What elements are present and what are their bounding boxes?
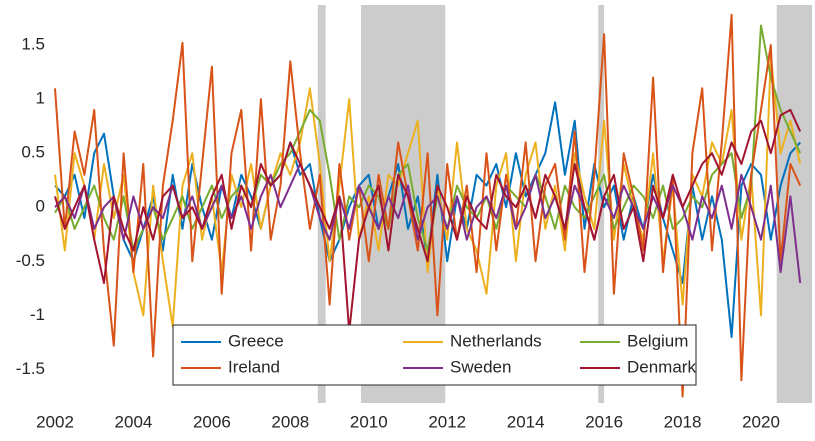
x-tick-label: 2018	[664, 412, 702, 431]
y-tick-label: 1.5	[21, 35, 45, 54]
legend-label: Netherlands	[450, 331, 542, 350]
x-tick-label: 2010	[350, 412, 388, 431]
y-tick-label: -1	[30, 305, 45, 324]
y-tick-label: -1.5	[16, 359, 45, 378]
y-tick-label: 0.5	[21, 143, 45, 162]
x-tick-label: 2020	[742, 412, 780, 431]
y-tick-label: 1	[36, 89, 45, 108]
legend-label: Greece	[228, 331, 284, 350]
x-tick-label: 2004	[115, 412, 153, 431]
shaded-region	[776, 5, 812, 403]
x-tick-label: 2014	[507, 412, 545, 431]
shaded-region	[598, 5, 605, 403]
series-line	[54, 24, 802, 252]
x-tick-label: 2016	[585, 412, 623, 431]
legend-label: Denmark	[627, 357, 696, 376]
y-tick-label: -0.5	[16, 251, 45, 270]
series-line	[54, 13, 802, 398]
x-tick-label: 2006	[193, 412, 231, 431]
x-tick-label: 2012	[428, 412, 466, 431]
x-tick-label: 2002	[36, 412, 74, 431]
legend-label: Ireland	[228, 357, 280, 376]
y-tick-label: 0	[36, 197, 45, 216]
legend-box	[172, 324, 697, 386]
series-line	[54, 108, 802, 333]
x-tick-label: 2008	[271, 412, 309, 431]
legend-label: Sweden	[450, 357, 511, 376]
legend-label: Belgium	[627, 331, 688, 350]
